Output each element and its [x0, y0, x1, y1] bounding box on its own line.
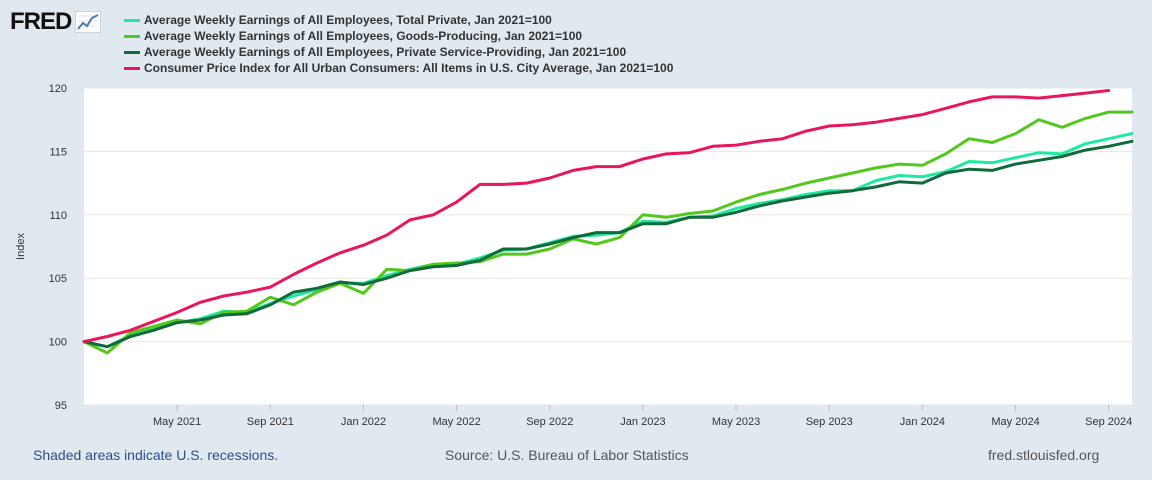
legend-swatch: [124, 34, 140, 38]
y-tick-label: 120: [49, 83, 67, 95]
source-note: Source: U.S. Bureau of Labor Statistics: [445, 447, 689, 463]
plot-area: [84, 88, 1132, 405]
legend-item[interactable]: Average Weekly Earnings of All Employees…: [124, 44, 673, 60]
x-tick-label: May 2022: [432, 416, 480, 428]
legend-swatch: [124, 66, 140, 70]
y-axis-title: Index: [15, 233, 27, 260]
legend-label: Average Weekly Earnings of All Employees…: [144, 29, 583, 43]
legend-item[interactable]: Average Weekly Earnings of All Employees…: [124, 12, 673, 28]
legend-label: Average Weekly Earnings of All Employees…: [144, 45, 627, 59]
x-tick-label: Jan 2022: [341, 416, 386, 428]
series-line-3: [82, 139, 1134, 349]
y-tick-label: 105: [49, 273, 67, 285]
legend-label: Consumer Price Index for All Urban Consu…: [144, 61, 674, 75]
chart-legend: Average Weekly Earnings of All Employees…: [124, 12, 673, 76]
fred-logo-text: FRED: [10, 8, 72, 35]
x-tick-label: Sep 2023: [806, 416, 853, 428]
x-tick-label: May 2021: [153, 416, 201, 428]
fred-logo[interactable]: FRED: [10, 8, 102, 36]
y-tick-label: 110: [49, 210, 67, 222]
series-line-4: [82, 89, 1111, 344]
x-tick-label: Sep 2021: [247, 416, 294, 428]
site-link[interactable]: fred.stlouisfed.org: [988, 447, 1100, 463]
y-tick-label: 95: [55, 400, 67, 412]
x-tick-label: May 2023: [712, 416, 760, 428]
legend-label: Average Weekly Earnings of All Employees…: [144, 13, 552, 27]
line-chart-icon: [75, 11, 102, 33]
y-tick-label: 115: [49, 146, 67, 158]
legend-item[interactable]: Average Weekly Earnings of All Employees…: [124, 28, 673, 44]
x-tick-label: Jan 2024: [900, 416, 945, 428]
y-tick-label: 100: [49, 337, 67, 349]
legend-swatch: [124, 18, 140, 22]
legend-item[interactable]: Consumer Price Index for All Urban Consu…: [124, 60, 673, 76]
x-tick-label: Sep 2022: [526, 416, 573, 428]
x-tick-label: May 2024: [991, 416, 1039, 428]
x-tick-label: Jan 2023: [620, 416, 665, 428]
legend-swatch: [124, 50, 140, 54]
recession-note[interactable]: Shaded areas indicate U.S. recessions.: [33, 447, 279, 463]
x-tick-label: Sep 2024: [1085, 416, 1132, 428]
series-line-2: [82, 110, 1134, 355]
